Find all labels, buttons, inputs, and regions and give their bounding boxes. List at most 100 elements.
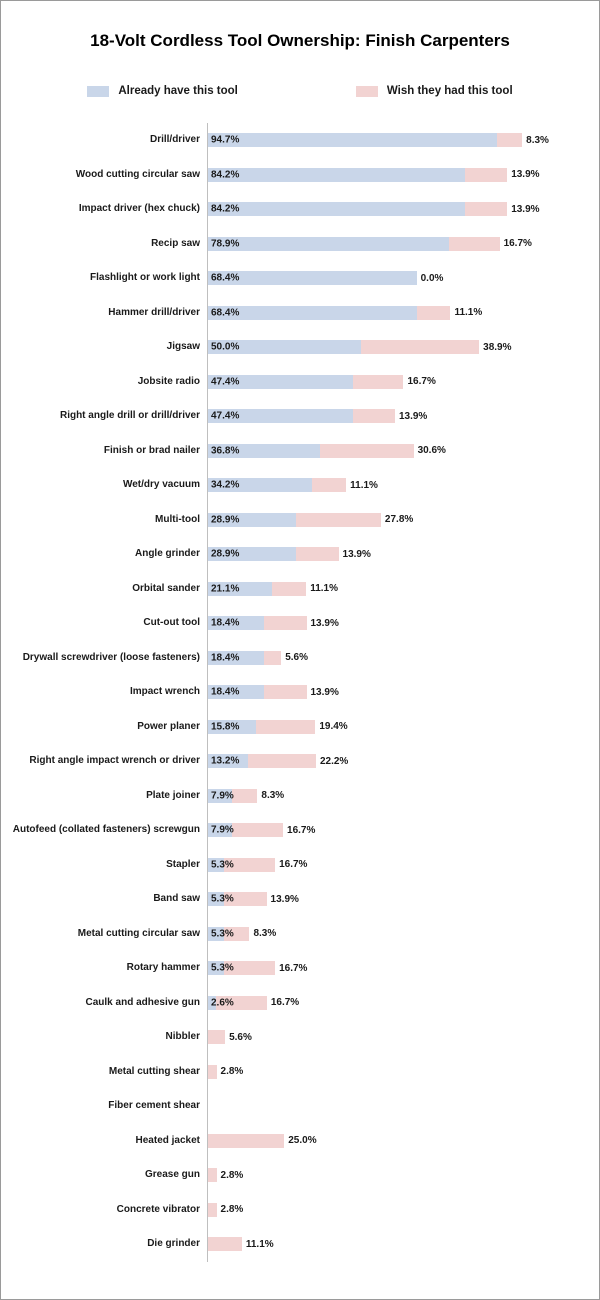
have-value-label: 18.4% [211, 686, 240, 698]
chart-row: Orbital sander 11.1% 21.1% [1, 571, 599, 606]
chart-row: Metal cutting circular saw 8.3% 5.3% [1, 916, 599, 951]
have-value-label: 13.2% [211, 755, 240, 767]
category-label: Concrete vibrator [116, 1203, 200, 1215]
have-bar [208, 443, 321, 458]
wish-value-label: 2.8% [220, 1169, 244, 1181]
wish-value-label: 0.0% [420, 272, 444, 284]
category-label: Impact wrench [129, 686, 200, 697]
bars-area: 13.9% 47.4% [207, 399, 599, 434]
wish-value-label: 2.8% [220, 1204, 244, 1216]
category-label: Metal cutting circular saw [77, 927, 200, 939]
bars-area: 38.9% 50.0% [207, 330, 599, 365]
bars-area: 13.9% 18.4% [207, 675, 599, 710]
wish-value-label: 25.0% [288, 1135, 317, 1147]
wish-bar [296, 547, 339, 562]
wish-value-label: 8.3% [261, 790, 285, 802]
chart-row: Fiber cement shear [1, 1089, 599, 1124]
chart-row: Right angle drill or drill/driver 13.9% 47… [1, 399, 599, 434]
wish-bar [208, 1064, 217, 1079]
bars-area: 13.9% 5.3% [207, 882, 599, 917]
wish-bar [264, 616, 307, 631]
category-label: Jobsite radio [137, 375, 200, 387]
have-bar [208, 616, 265, 631]
category-label: Caulk and adhesive gun [85, 996, 200, 1008]
legend-label-have: Already have this tool [118, 85, 238, 97]
wish-bar [208, 1030, 226, 1045]
chart-row: Rotary hammer 16.7% 5.3% [1, 951, 599, 986]
wish-bar [208, 1202, 217, 1217]
chart-title: 18-Volt Cordless Tool Ownership: Finish … [90, 31, 510, 50]
category-label: Fiber cement shear [108, 1100, 200, 1111]
category-label: Orbital sander [132, 582, 200, 594]
have-bar [208, 823, 233, 838]
have-value-label: 94.7% [211, 134, 240, 146]
category-label: Grease gun [144, 1169, 200, 1180]
category-label: Rotary hammer [126, 962, 200, 973]
have-bar [208, 581, 273, 596]
wish-bar [312, 478, 347, 493]
wish-value-label: 22.2% [319, 755, 349, 767]
have-bar [208, 202, 465, 217]
wish-value-label: 13.9% [270, 893, 299, 905]
chart-row: Hammer drill/driver 11.1% 68.4% [1, 295, 599, 330]
wish-value-label: 13.9% [511, 203, 540, 215]
have-value-label: 21.1% [211, 583, 240, 595]
chart-row: Cut-out tool 13.9% 18.4% [1, 606, 599, 641]
have-value-label: 5.3% [211, 928, 234, 940]
category-label: Impact driver (hex chuck) [78, 203, 200, 214]
legend-item-wish: Wish they had this tool [355, 85, 513, 97]
have-value-label: 5.3% [211, 962, 234, 974]
wish-bar [208, 1168, 217, 1183]
have-value-label: 2.6% [211, 997, 234, 1009]
wish-value-label: 13.9% [398, 410, 428, 422]
wish-bar [496, 133, 523, 148]
wish-value-label: 16.7% [279, 859, 308, 871]
have-bar [208, 961, 225, 976]
have-bar [208, 340, 361, 355]
bars-area: 8.3% 94.7% [207, 123, 599, 158]
chart-row: Metal cutting shear 2.8% [1, 1054, 599, 1089]
wish-bar [360, 340, 480, 355]
bars-area: 5.6% 18.4% [207, 640, 599, 675]
wish-value-label: 13.9% [342, 548, 371, 560]
have-swatch-icon [87, 85, 110, 97]
category-label: Multi-tool [155, 513, 200, 525]
bars-area: 11.1% 68.4% [207, 295, 599, 330]
bars-area: 2.8% [207, 1192, 599, 1227]
chart-row: Nibbler 5.6% [1, 1020, 599, 1055]
have-bar [208, 512, 297, 527]
have-value-label: 34.2% [211, 479, 240, 491]
have-value-label: 18.4% [211, 617, 240, 629]
category-label: Band saw [153, 893, 200, 904]
bar-chart: Drill/driver 8.3% 94.7% Wood cutting circul… [1, 123, 599, 1262]
bars-area [207, 1089, 599, 1124]
bars-area: 30.6% 36.8% [207, 433, 599, 468]
wish-value-label: 16.7% [503, 238, 532, 250]
wish-bar [224, 926, 250, 941]
have-bar [208, 995, 216, 1010]
have-bar [208, 650, 265, 665]
wish-bar [464, 167, 508, 182]
have-bar [208, 236, 449, 251]
category-label: Flashlight or work light [90, 272, 200, 283]
legend-item-have: Already have this tool [87, 85, 238, 97]
chart-row: Jigsaw 38.9% 50.0% [1, 330, 599, 365]
wish-bar [464, 202, 508, 217]
wish-value-label: 13.9% [310, 617, 339, 629]
have-value-label: 15.8% [211, 721, 240, 733]
category-label: Recip saw [151, 237, 200, 249]
chart-row: Right angle impact wrench or driver 22.2%… [1, 744, 599, 779]
have-value-label: 47.4% [211, 376, 240, 388]
bars-area: 16.7% 5.3% [207, 847, 599, 882]
chart-row: Plate joiner 8.3% 7.9% [1, 778, 599, 813]
category-label: Stapler [166, 858, 200, 870]
have-bar [208, 374, 353, 389]
wish-bar [296, 512, 381, 527]
category-label: Right angle drill or drill/driver [59, 410, 200, 421]
have-bar [208, 754, 249, 769]
chart-row: Power planer 19.4% 15.8% [1, 709, 599, 744]
bars-area: 0.0% 68.4% [207, 261, 599, 296]
category-label: Drywall screwdriver (loose fasteners) [22, 651, 200, 663]
wish-value-label: 16.7% [279, 962, 308, 974]
chart-row: Band saw 13.9% 5.3% [1, 882, 599, 917]
